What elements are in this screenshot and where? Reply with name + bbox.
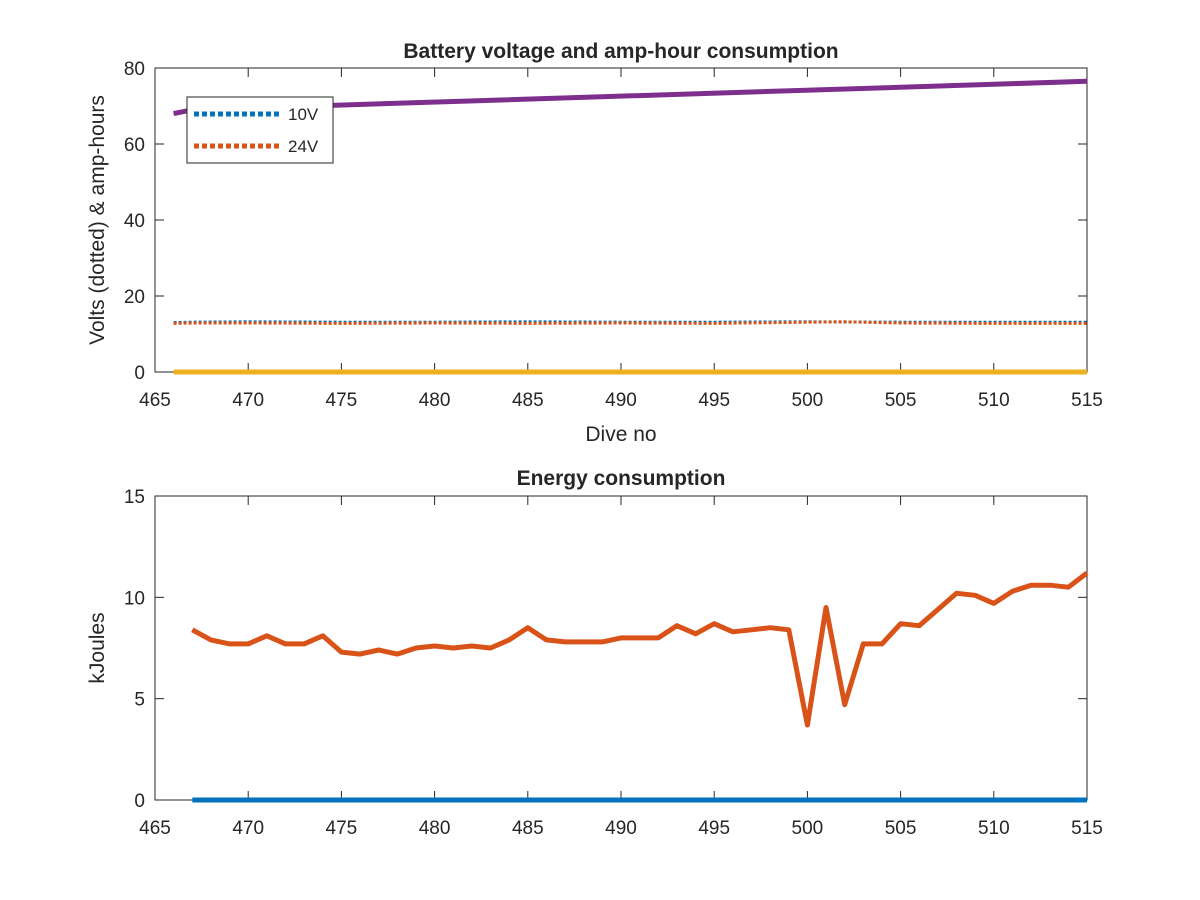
energy-chart-xtick-label: 495	[698, 818, 730, 839]
voltage-chart-xtick-label: 495	[698, 390, 730, 411]
voltage-chart-xlabel: Dive no	[585, 423, 656, 446]
energy-chart-axes-box	[154, 495, 1088, 801]
energy-chart-xtick-label: 485	[512, 818, 544, 839]
energy-chart-ylabel: kJoules	[86, 612, 109, 683]
energy-chart-xtick-label: 475	[326, 818, 358, 839]
energy-chart-ytick-label: 5	[134, 690, 145, 711]
energy-chart-ytick-label: 10	[124, 588, 145, 609]
voltage-chart-xtick-label: 490	[605, 390, 637, 411]
voltage-chart-xtick-label: 515	[1071, 390, 1103, 411]
voltage-chart-title: Battery voltage and amp-hour consumption	[403, 40, 838, 63]
voltage-chart-xtick-label: 505	[885, 390, 917, 411]
energy-chart-series-line-0	[191, 571, 1089, 728]
legend-label-24v: 24V	[288, 137, 319, 156]
energy-chart-xtick-label: 515	[1071, 818, 1103, 839]
voltage-chart-xtick-label: 475	[326, 390, 358, 411]
voltage-chart-xtick-label: 500	[792, 390, 824, 411]
legend-box	[186, 96, 334, 164]
voltage-chart-xtick-label: 510	[978, 390, 1010, 411]
energy-chart-xtick-label: 510	[978, 818, 1010, 839]
voltage-chart-ytick-label: 60	[124, 135, 145, 156]
energy-chart-xtick-label: 500	[792, 818, 824, 839]
voltage-chart-series-line-24v	[173, 320, 1087, 325]
voltage-chart-xtick-label: 470	[232, 390, 264, 411]
energy-chart: Energy consumption kJoules 465 470 475 480 4…	[86, 467, 1103, 839]
voltage-chart-ytick-label: 0	[134, 363, 145, 384]
energy-chart-xtick-label: 480	[419, 818, 451, 839]
voltage-chart-ylabel: Volts (dotted) & amp-hours	[86, 95, 109, 345]
energy-chart-ytick-label: 0	[134, 791, 145, 812]
voltage-chart: Battery voltage and amp-hour consumption…	[86, 40, 1103, 446]
voltage-chart-ytick-label: 80	[124, 59, 145, 80]
energy-chart-xtick-label: 465	[139, 818, 171, 839]
legend-label-10v: 10V	[288, 105, 319, 124]
voltage-chart-legend: 10V 24V	[186, 96, 334, 164]
voltage-chart-xtick-label: 480	[419, 390, 451, 411]
energy-chart-title: Energy consumption	[517, 467, 726, 490]
voltage-chart-ytick-label: 40	[124, 211, 145, 232]
energy-chart-xtick-label: 505	[885, 818, 917, 839]
voltage-chart-xtick-label: 465	[139, 390, 171, 411]
energy-chart-xtick-label: 470	[232, 818, 264, 839]
voltage-chart-xtick-label: 485	[512, 390, 544, 411]
energy-chart-ytick-label: 15	[124, 487, 145, 508]
voltage-chart-ytick-label: 20	[124, 287, 145, 308]
energy-chart-xtick-label: 490	[605, 818, 637, 839]
